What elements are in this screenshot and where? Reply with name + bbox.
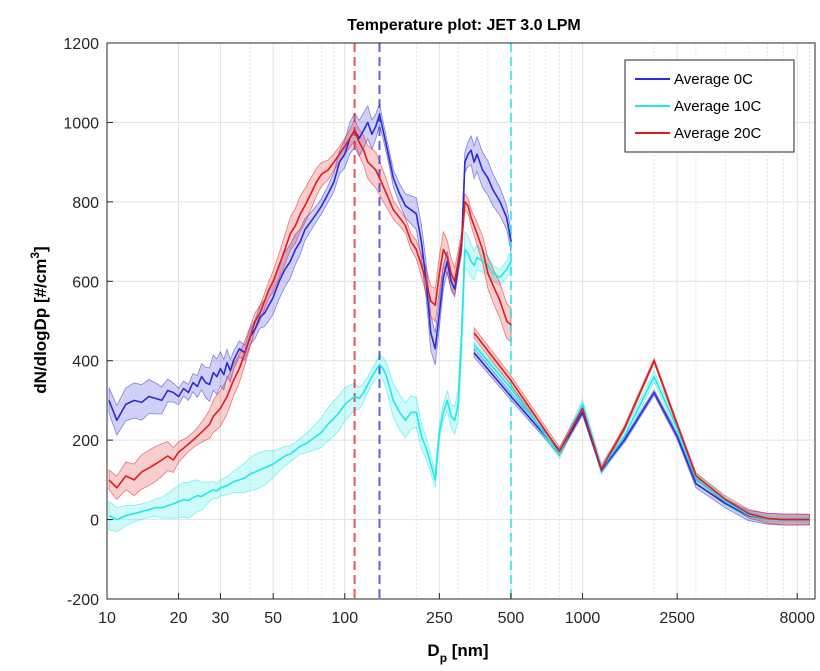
y-tick-label: 400	[72, 354, 99, 371]
y-axis-ticks: -200 0 200 400 600 800 1000 1200	[63, 36, 113, 609]
x-tick-label: 100	[331, 610, 358, 627]
x-tick-label: 10	[98, 610, 116, 627]
grid	[106, 42, 815, 600]
series-lines	[108, 113, 810, 521]
reference-lines	[353, 43, 512, 599]
series-line	[473, 344, 810, 521]
y-tick-label: -200	[67, 592, 99, 609]
series-line	[108, 129, 512, 489]
x-tick-label: 250	[426, 610, 453, 627]
legend-label-avg20: Average 20C	[674, 125, 761, 142]
legend-label-avg10: Average 10C	[674, 98, 761, 115]
plot-frame	[106, 42, 816, 600]
y-axis-label: dN/dlogDp [#/cm3]	[28, 246, 50, 393]
x-tick-label: 500	[498, 610, 525, 627]
x-tick-label: 50	[264, 610, 282, 627]
legend: Average 0C Average 10C Average 20C	[624, 59, 795, 153]
x-axis-ticks: 10 20 30 50 100 250 500 1000 2500 8000	[98, 593, 815, 627]
confidence-band	[473, 326, 810, 526]
series-line	[108, 113, 512, 422]
x-tick-label: 2500	[659, 610, 695, 627]
x-tick-label: 30	[212, 610, 230, 627]
y-tick-label: 1200	[63, 36, 99, 53]
series-line	[108, 248, 512, 521]
y-tick-label: 0	[90, 513, 99, 530]
y-tick-label: 200	[72, 433, 99, 450]
x-axis-label: Dp [nm]	[427, 641, 488, 665]
y-tick-label: 600	[72, 274, 99, 291]
confidence-band	[473, 340, 810, 523]
series-line	[473, 352, 810, 521]
legend-label-avg0: Average 0C	[674, 71, 753, 88]
confidence-band	[473, 347, 810, 526]
x-tick-label: 8000	[779, 610, 815, 627]
x-tick-label: 1000	[565, 610, 601, 627]
x-tick-label: 20	[170, 610, 188, 627]
series-line	[473, 332, 810, 521]
confidence-bands	[108, 102, 810, 533]
y-tick-label: 800	[72, 195, 99, 212]
chart-title: Temperature plot: JET 3.0 LPM	[347, 17, 581, 34]
y-tick-label: 1000	[63, 115, 99, 132]
